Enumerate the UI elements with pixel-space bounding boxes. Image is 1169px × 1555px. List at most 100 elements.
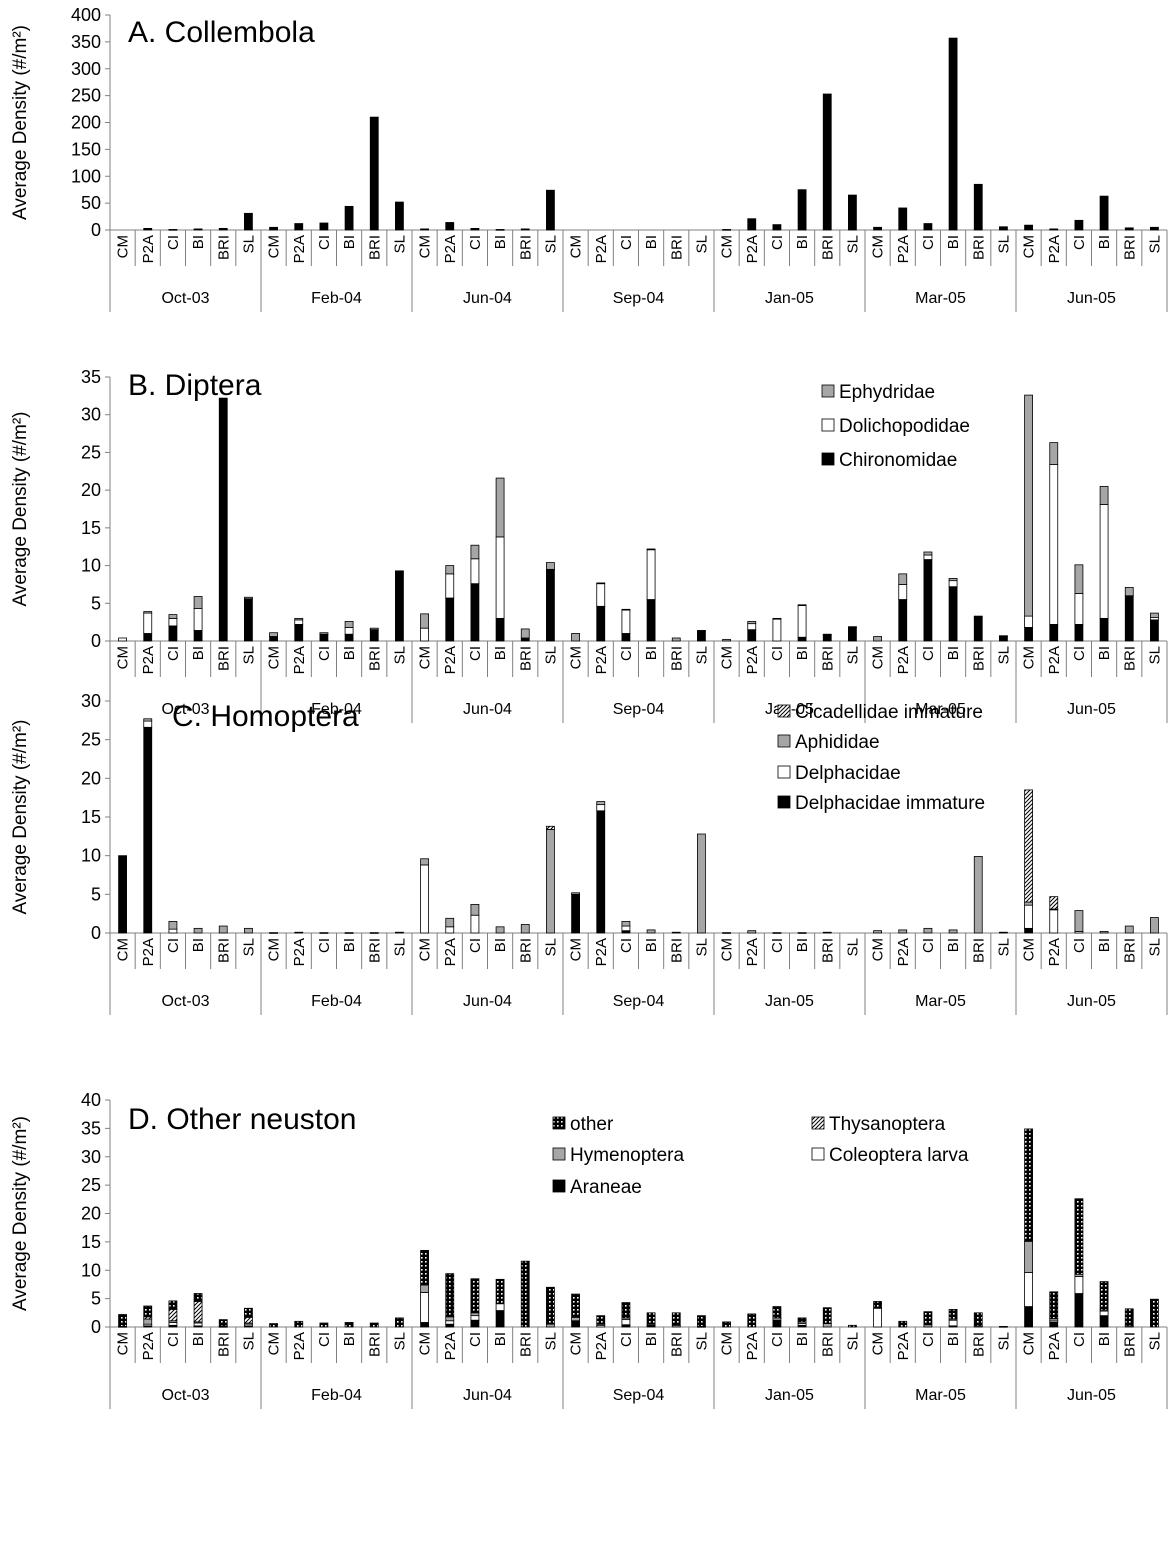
site-label: SL [240,1332,257,1350]
bar-segment [369,116,379,231]
panel-title: D. Other neuston [128,1103,356,1136]
bar-segment [848,626,857,628]
site-label: SL [844,938,861,956]
bar-segment [193,608,203,631]
bar-segment [772,618,782,642]
site-label: CM [417,646,434,669]
bar-segment [143,726,153,934]
bar-segment [848,194,857,231]
site-label: BI [341,938,358,952]
bar-segment [697,630,706,632]
bar-segment [797,932,807,934]
bar-segment [999,931,1008,934]
site-label: CI [165,235,182,250]
site-label: SL [391,646,408,664]
month-label: Jun-05 [1067,290,1116,307]
legend-swatch [552,1116,566,1130]
site-label: CI [769,938,786,953]
bar-segment [193,596,203,609]
bar-segment [218,1319,228,1327]
bar-segment [973,1312,983,1327]
site-label: CM [568,938,585,961]
bar-segment [470,1278,480,1314]
site-label: CI [920,235,937,250]
bar-segment [344,205,354,231]
site-label: CM [1021,235,1038,258]
site-label: P2A [291,235,308,263]
legend-swatch [821,418,835,432]
bar-segment [344,627,354,635]
legend-label: Delphacidae immature [795,793,985,814]
y-axis-label: Average Density (#/m²) [10,1116,31,1311]
bar-segment [571,1316,580,1322]
bar-segment [822,1307,832,1324]
y-tick-label: 10 [81,1260,101,1280]
panel-c: 0 5 10 15 20 25 30 Average Density (#/m²) Oct-03… [10,691,1168,1015]
legend-swatch [552,1179,566,1193]
bar-segment [873,1301,882,1309]
site-label: BRI [366,938,383,963]
bar-segment [420,613,429,629]
month-label: Sep-04 [613,993,665,1010]
site-label: CI [769,646,786,661]
bar-segment [772,1319,782,1328]
bar-segment [822,634,832,642]
site-label: BRI [366,646,383,671]
y-tick-label: 300 [71,59,101,79]
site-label: BRI [215,938,232,963]
bar-segment [772,224,782,231]
bar-segment [1024,1240,1033,1273]
site-label: P2A [140,235,157,263]
site-label: CI [165,646,182,661]
month-label: Feb-04 [311,701,362,718]
site-label: SL [693,235,710,253]
site-label: BRI [1121,938,1138,963]
site-label: CI [165,1332,182,1347]
site-label: BI [643,235,660,249]
site-label: CI [920,646,937,661]
site-label: CM [417,1332,434,1355]
legend-swatch [777,765,791,779]
site-label: CM [870,1332,887,1355]
site-label: CI [1071,646,1088,661]
bar-segment [520,637,530,642]
legend-label: Dolichopodidae [839,416,970,437]
legend-swatch [821,452,835,466]
y-tick-label: 10 [81,556,101,576]
bar-segment [1024,627,1033,642]
bar-segment [193,927,203,934]
bar-segment [420,858,429,866]
legend-label: other [570,1114,614,1135]
bar-segment [923,927,933,934]
y-tick-label: 25 [81,442,101,462]
site-label: BRI [970,938,987,963]
site-label: CM [115,1332,132,1355]
site-label: CM [719,646,736,669]
bar-segment [546,562,555,570]
bar-segment [797,189,807,231]
bar-segment [168,1309,178,1322]
site-label: P2A [442,1332,459,1360]
bar-segment [1150,226,1159,231]
site-label: CM [1021,1332,1038,1355]
site-label: BRI [668,235,685,260]
bar-segment [948,577,958,582]
bar-segment [1024,394,1033,617]
bar-segment [193,1322,203,1327]
site-label: CM [870,235,887,258]
panel-title: B. Diptera [128,369,262,402]
bar-segment [797,636,807,642]
site-label: SL [693,646,710,664]
month-label: Mar-05 [915,290,966,307]
site-label: BRI [819,235,836,260]
site-label: P2A [442,235,459,263]
site-label: BRI [1121,235,1138,260]
bar-segment [948,1319,958,1327]
bar-segment [168,614,178,619]
bar-segment [395,201,404,231]
bar-segment [973,183,983,231]
site-label: BRI [517,646,534,671]
month-label: Jun-04 [463,290,512,307]
site-label: BRI [215,646,232,671]
site-label: BRI [215,235,232,260]
